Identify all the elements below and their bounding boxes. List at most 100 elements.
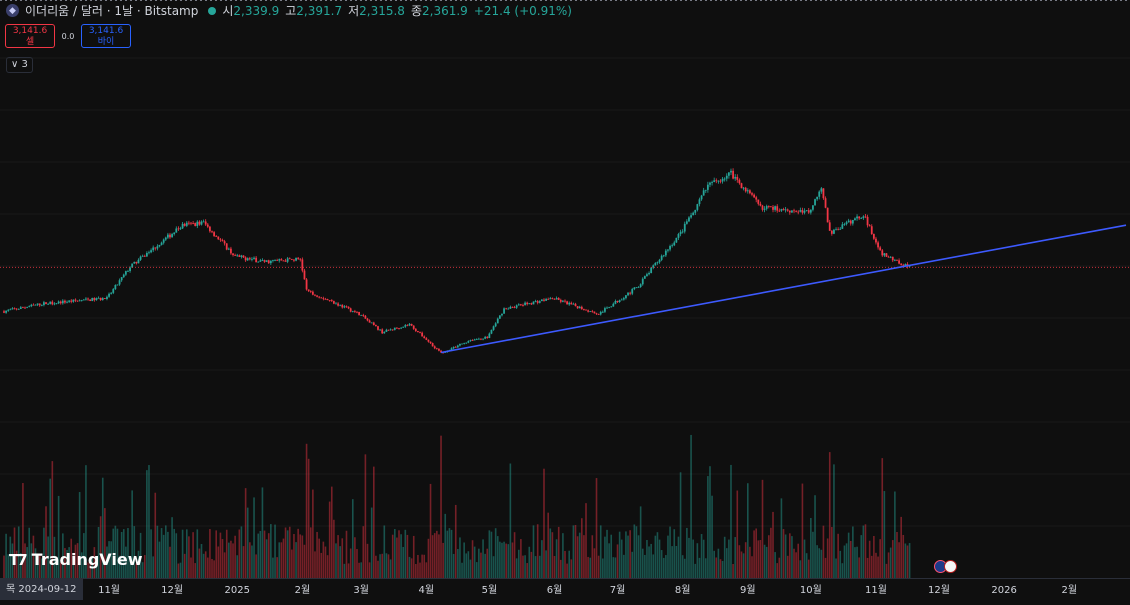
volume-bar <box>326 555 329 578</box>
volume-bar <box>896 531 898 578</box>
volume-bar <box>244 488 247 578</box>
candle-body <box>244 257 247 261</box>
volume-bars <box>3 434 911 578</box>
time-axis[interactable]: 11월 12월 2025 2월 3월 4월 5월 6월 7월 8월 9월 10월 11월 12월 2026 2… <box>0 578 1130 601</box>
candle-body <box>767 206 770 207</box>
candle-body <box>112 289 115 293</box>
candle-body <box>561 300 564 302</box>
volume-bar <box>467 551 470 578</box>
candle-body <box>530 303 533 305</box>
candle-body <box>795 210 798 212</box>
candle-body <box>721 178 724 182</box>
volume-bar <box>698 557 701 578</box>
volume-bar <box>852 526 854 578</box>
candle-body <box>238 255 241 257</box>
volume-bar <box>461 562 463 578</box>
volume-bar <box>114 525 117 578</box>
candle-body <box>345 306 348 308</box>
volume-bar <box>875 552 877 578</box>
candle-body <box>259 260 262 262</box>
volume-bar <box>700 534 703 578</box>
volume-bar <box>240 526 243 578</box>
candle-body <box>654 262 657 266</box>
candle-body <box>246 258 249 261</box>
candle-body <box>473 339 476 341</box>
candle-body <box>828 222 831 231</box>
candle-body <box>137 259 140 264</box>
volume-bar <box>370 507 373 578</box>
volume-bar <box>679 472 682 578</box>
time-tick-label: 11월 <box>865 584 887 596</box>
buy-button[interactable]: 3,141.6 바이 <box>81 24 131 48</box>
candle-body <box>751 193 753 195</box>
volume-bar <box>160 528 163 578</box>
candle-body <box>135 261 138 264</box>
volume-bar <box>9 536 12 578</box>
volume-bar <box>360 562 362 578</box>
candle-body <box>835 229 837 231</box>
volume-bar <box>725 548 728 578</box>
volume-bar <box>385 553 388 578</box>
volume-bar <box>337 535 339 578</box>
volume-bar <box>526 563 528 578</box>
volume-bar <box>820 549 823 578</box>
sell-button[interactable]: 3,141.6 셀 <box>5 24 55 48</box>
candle-body <box>145 252 148 257</box>
candle-body <box>34 304 37 306</box>
candle-body <box>604 308 606 312</box>
candle-body <box>713 180 716 183</box>
candle-body <box>461 343 463 345</box>
candle-body <box>232 253 234 256</box>
candle-body <box>17 308 20 310</box>
symbol-title[interactable]: 이더리움 / 달러 · 1날 · Bitstamp <box>25 4 199 18</box>
candle-body <box>467 341 470 343</box>
volume-bar <box>652 554 655 578</box>
candle-body <box>253 257 255 259</box>
tradingview-wordmark: TradingView <box>31 550 143 569</box>
volume-bar <box>106 546 108 578</box>
candle-body <box>570 302 573 305</box>
candle-body <box>133 261 136 264</box>
volume-bar <box>778 557 781 578</box>
candle-body <box>435 348 438 350</box>
volume-bar <box>76 543 79 578</box>
volume-bar <box>232 543 234 578</box>
buy-price: 3,141.6 <box>88 26 124 36</box>
candle-body <box>475 339 478 340</box>
events-badge[interactable] <box>934 560 960 574</box>
volume-bar <box>135 563 138 578</box>
candle-body <box>438 348 440 351</box>
candle-body <box>209 226 211 232</box>
volume-bar <box>330 486 333 578</box>
candle-body <box>774 206 777 210</box>
volume-bar <box>320 552 323 578</box>
tradingview-logo[interactable]: T7 TradingView <box>9 550 143 569</box>
volume-bar <box>478 548 480 578</box>
candle-body <box>780 209 783 211</box>
volume-bar <box>860 535 863 578</box>
symbol-header[interactable]: ◆ 이더리움 / 달러 · 1날 · Bitstamp 시2,339.9 고2,… <box>6 2 572 19</box>
candle-body <box>427 339 430 342</box>
volume-bar <box>146 470 148 578</box>
volume-bar <box>574 524 577 578</box>
indicators-toggle[interactable]: ∨ 3 <box>6 57 33 73</box>
volume-bar <box>431 535 434 578</box>
volume-bar <box>423 554 426 578</box>
volume-bar <box>32 535 35 578</box>
candle-body <box>807 210 810 213</box>
candle-body <box>108 293 110 297</box>
candle-body <box>217 236 220 240</box>
volume-bar <box>904 543 907 578</box>
volume-bar <box>440 435 442 578</box>
volume-bar <box>49 478 52 578</box>
volume-bar <box>524 555 526 578</box>
candle-body <box>148 252 150 254</box>
candle-body <box>379 329 382 331</box>
volume-bar <box>242 546 245 578</box>
candle-body <box>251 258 253 260</box>
volume-bar <box>469 559 472 578</box>
candle-body <box>64 300 66 303</box>
volume-bar <box>551 532 554 578</box>
time-tick-label: 2026 <box>991 585 1016 596</box>
